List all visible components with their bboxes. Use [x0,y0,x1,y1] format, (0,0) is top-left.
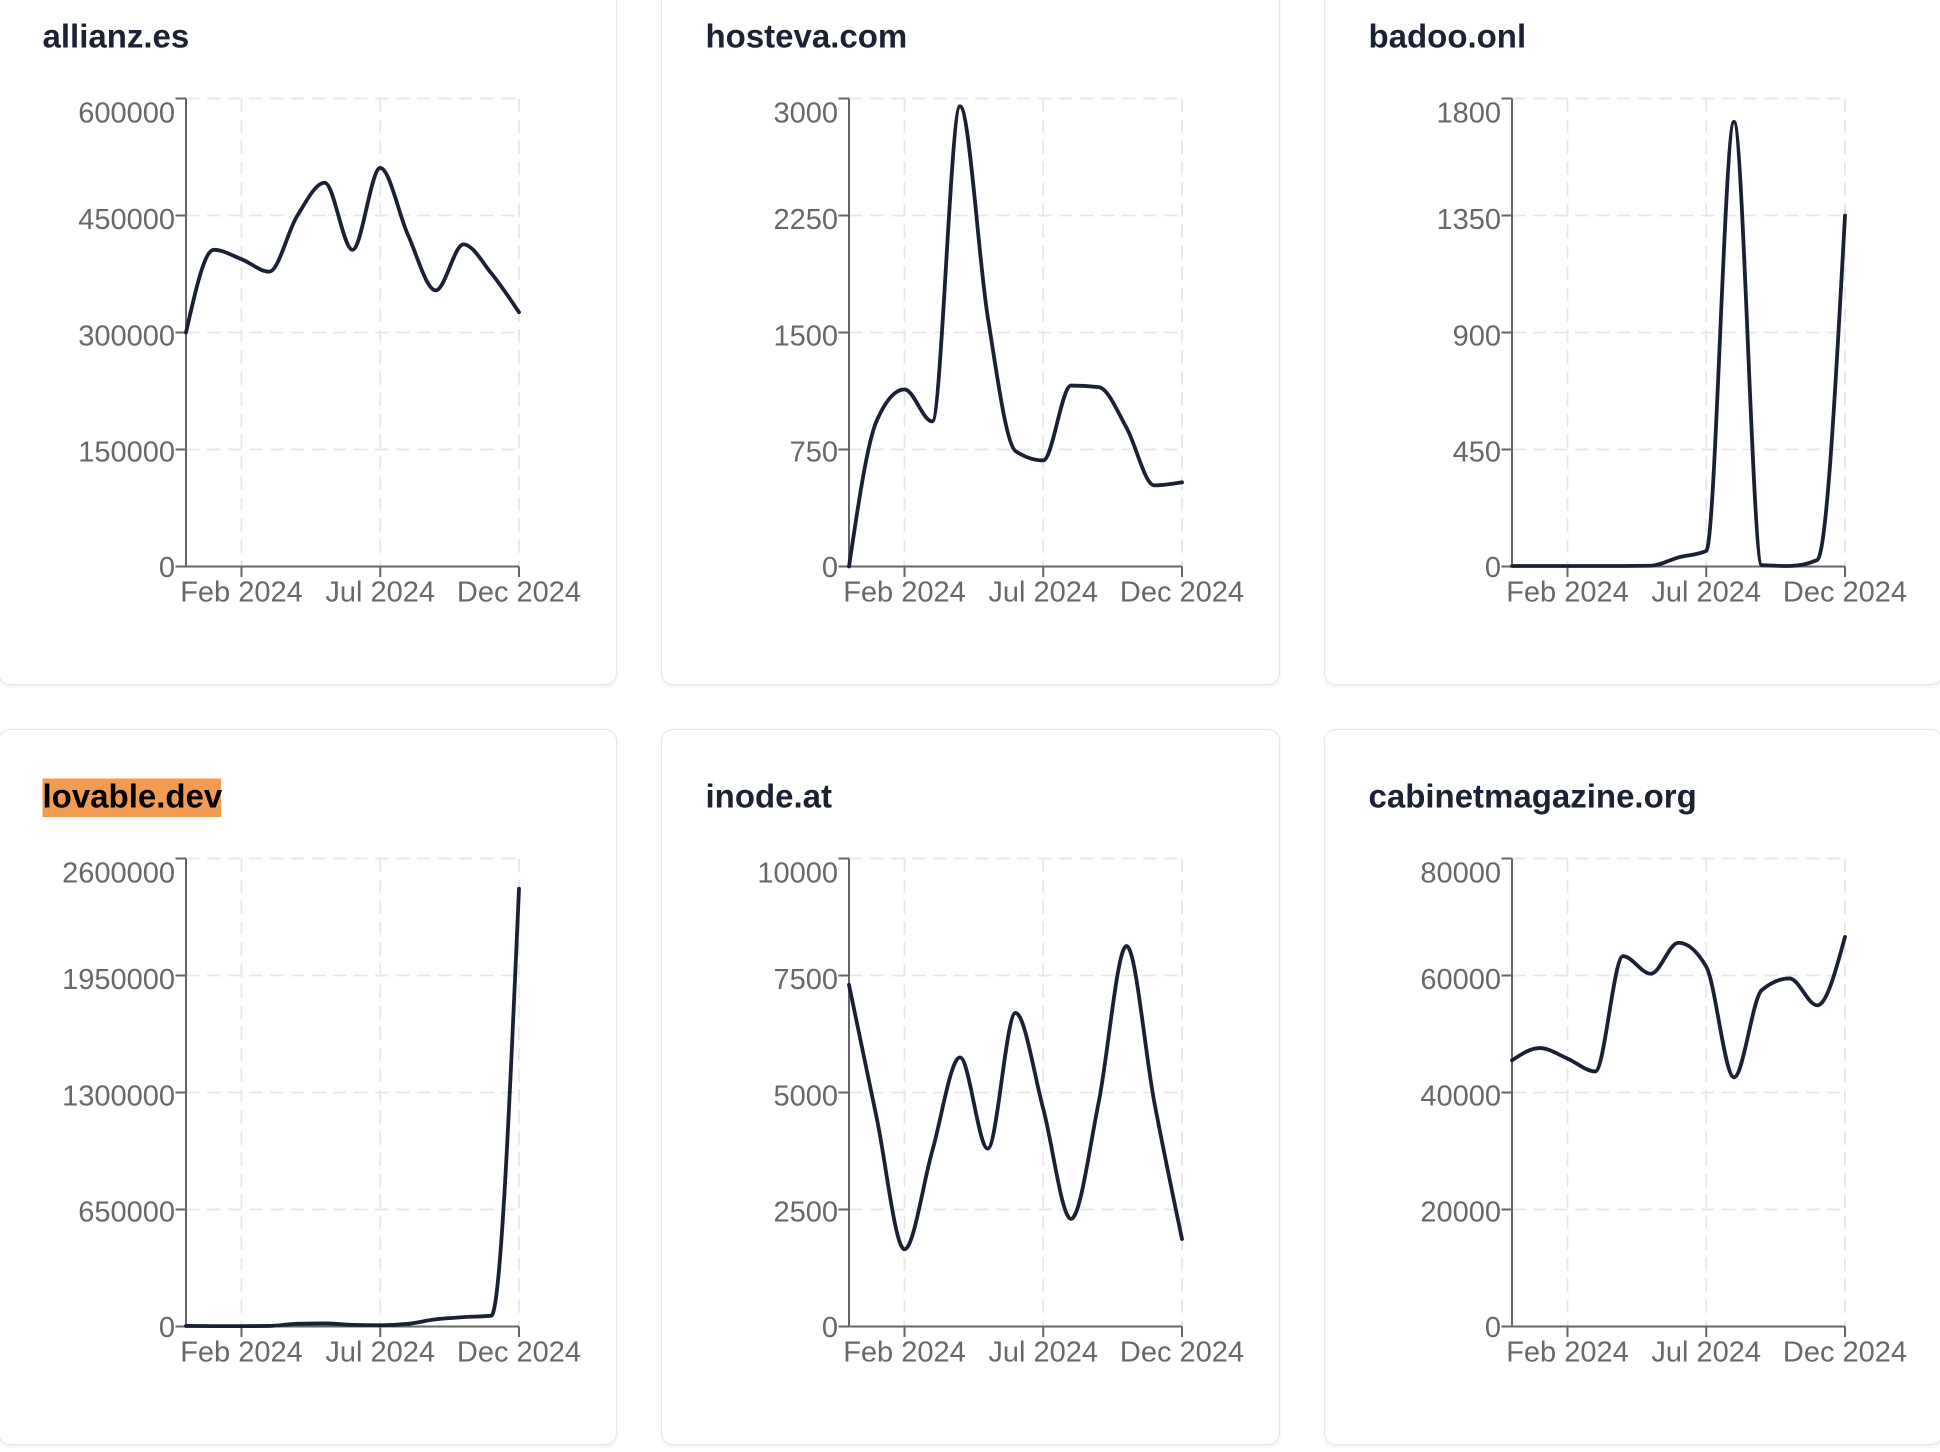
svg-text:Jul 2024: Jul 2024 [988,576,1098,608]
svg-text:Jul 2024: Jul 2024 [325,1336,435,1368]
svg-text:Feb 2024: Feb 2024 [843,1336,966,1368]
svg-text:2600000: 2600000 [62,857,175,889]
svg-text:hosteva.com: hosteva.com [705,17,907,54]
svg-text:Dec 2024: Dec 2024 [1119,576,1243,608]
svg-text:1300000: 1300000 [62,1080,175,1112]
svg-text:Jul 2024: Jul 2024 [1651,576,1761,608]
svg-text:650000: 650000 [78,1196,175,1228]
svg-text:1950000: 1950000 [62,964,175,996]
svg-text:20000: 20000 [1420,1196,1501,1228]
svg-text:Feb 2024: Feb 2024 [843,576,966,608]
svg-text:Dec 2024: Dec 2024 [1782,576,1906,608]
svg-text:150000: 150000 [78,436,175,468]
svg-text:900: 900 [1452,320,1500,352]
svg-text:0: 0 [1484,1312,1500,1344]
svg-text:Jul 2024: Jul 2024 [988,1336,1098,1368]
svg-text:2250: 2250 [773,204,838,236]
svg-text:450: 450 [1452,436,1500,468]
svg-text:600000: 600000 [78,97,175,129]
svg-text:0: 0 [821,1312,837,1344]
svg-text:7500: 7500 [773,964,838,996]
svg-text:10000: 10000 [757,857,838,889]
svg-text:750: 750 [789,436,837,468]
svg-text:40000: 40000 [1420,1080,1501,1112]
svg-text:300000: 300000 [78,320,175,352]
svg-text:Feb 2024: Feb 2024 [1506,576,1629,608]
svg-text:2500: 2500 [773,1196,838,1228]
svg-text:allianz.es: allianz.es [42,17,189,54]
svg-text:Feb 2024: Feb 2024 [1506,1336,1629,1368]
svg-text:Dec 2024: Dec 2024 [1119,1336,1243,1368]
svg-text:Jul 2024: Jul 2024 [325,576,435,608]
svg-text:1500: 1500 [773,320,838,352]
svg-text:inode.at: inode.at [705,777,832,814]
svg-text:lovable.dev: lovable.dev [42,777,222,814]
svg-text:badoo.onl: badoo.onl [1368,17,1526,54]
svg-text:Dec 2024: Dec 2024 [456,576,580,608]
svg-text:80000: 80000 [1420,857,1501,889]
svg-text:cabinetmagazine.org: cabinetmagazine.org [1368,777,1696,814]
svg-text:Feb 2024: Feb 2024 [180,576,303,608]
svg-text:0: 0 [821,552,837,584]
svg-text:450000: 450000 [78,204,175,236]
svg-text:0: 0 [158,552,174,584]
svg-text:3000: 3000 [773,97,838,129]
svg-text:Feb 2024: Feb 2024 [180,1336,303,1368]
svg-text:Dec 2024: Dec 2024 [1782,1336,1906,1368]
svg-text:Jul 2024: Jul 2024 [1651,1336,1761,1368]
svg-text:1350: 1350 [1436,204,1501,236]
svg-text:0: 0 [1484,552,1500,584]
svg-text:1800: 1800 [1436,97,1501,129]
svg-text:60000: 60000 [1420,964,1501,996]
svg-text:Dec 2024: Dec 2024 [456,1336,580,1368]
svg-text:0: 0 [158,1312,174,1344]
svg-text:5000: 5000 [773,1080,838,1112]
